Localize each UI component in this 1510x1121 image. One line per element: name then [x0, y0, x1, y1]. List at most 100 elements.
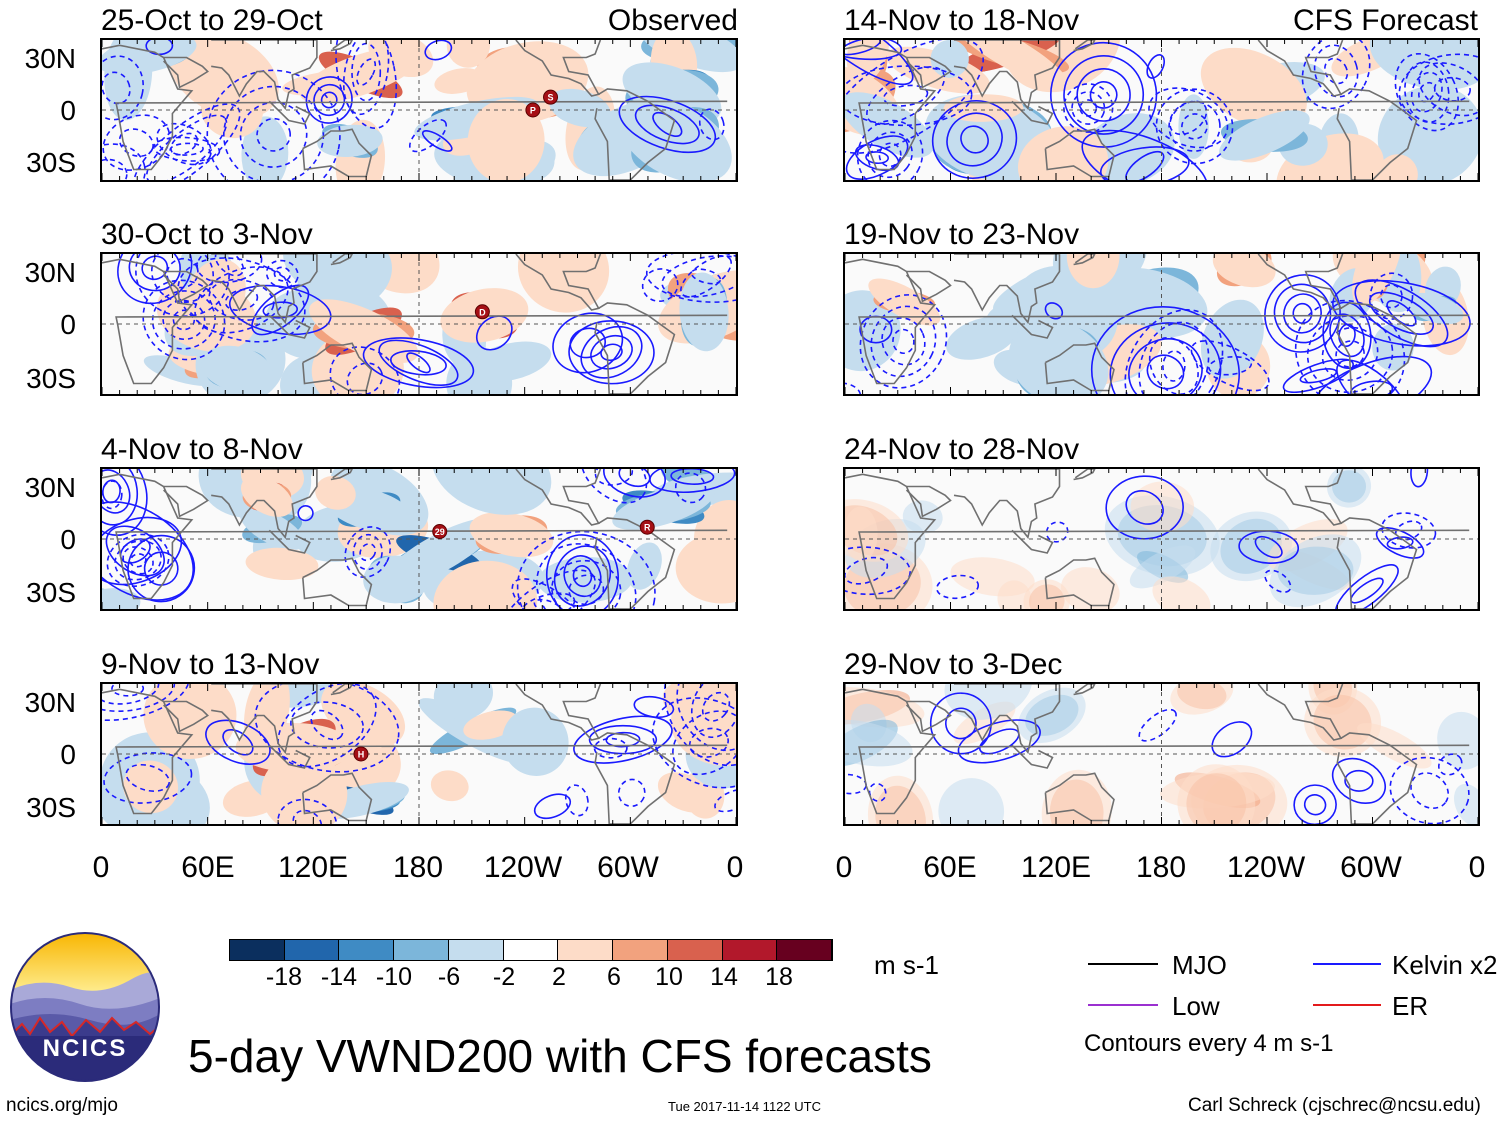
coastline: [1336, 302, 1418, 394]
kelvin-contour: [1169, 100, 1208, 136]
coastline: [1257, 40, 1344, 97]
kelvin-contour: [1282, 358, 1354, 394]
kelvin-contour: [1332, 279, 1471, 347]
kelvin-contour: [1211, 721, 1253, 758]
coastline: [953, 469, 1061, 540]
anomaly-shading: [169, 40, 279, 119]
main-title: 5-day VWND200 with CFS forecasts: [188, 1030, 932, 1082]
anomaly-shading: [1406, 292, 1464, 325]
colorbar-swatch: [613, 940, 668, 960]
anomaly-shading: [679, 272, 729, 352]
storm-marker-label: R: [644, 523, 651, 533]
kelvin-contour: [674, 472, 707, 504]
kelvin-contour: [1105, 475, 1184, 540]
kelvin-contour: [868, 782, 887, 802]
anomaly-shading: [1200, 47, 1307, 130]
coastline: [1073, 469, 1096, 481]
legend-label-mjo: MJO: [1172, 950, 1227, 980]
coastline: [330, 469, 353, 481]
kelvin-contour: [102, 469, 148, 537]
footer-url[interactable]: ncics.org/mjo: [6, 1095, 118, 1116]
kelvin-contour: [533, 793, 572, 820]
kelvin-contour: [125, 763, 171, 792]
anomaly-shading: [315, 476, 356, 510]
kelvin-contour: [1079, 99, 1098, 117]
kelvin-contour: [866, 66, 946, 126]
kelvin-contour: [568, 574, 605, 606]
storm-marker: [432, 524, 448, 540]
coastline: [1044, 342, 1115, 392]
kelvin-contour: [551, 559, 622, 609]
kelvin-contour: [132, 103, 241, 180]
coastline: [102, 44, 728, 171]
anomaly-shading: [245, 547, 319, 581]
coastline: [845, 688, 1470, 815]
lon-label: 60W: [1340, 851, 1402, 884]
kelvin-contour: [1335, 340, 1365, 368]
legend-label-low: Low: [1172, 991, 1220, 1021]
coastline: [1336, 732, 1418, 824]
kelvin-contour: [1303, 794, 1327, 816]
lat-label-30n: 30N: [24, 687, 76, 718]
kelvin-contour: [1410, 71, 1443, 113]
coastline: [302, 128, 373, 178]
kelvin-contour: [102, 55, 144, 121]
kelvin-contour: [277, 684, 377, 768]
kelvin-contour: [352, 533, 383, 571]
anomaly-shading: [657, 772, 712, 813]
legend-line-kelvin: [1313, 963, 1381, 965]
kelvin-contour: [603, 469, 666, 498]
colorbar-swatch: [230, 940, 285, 960]
anomaly-shading: [1170, 684, 1234, 715]
anomaly-shading: [433, 684, 494, 720]
anomaly-shading: [123, 760, 179, 814]
kelvin-contour: [102, 143, 146, 180]
coastline: [302, 342, 373, 392]
kelvin-contour: [960, 125, 989, 154]
anomaly-shading: [240, 476, 293, 517]
colorbar: [229, 939, 833, 961]
storm-marker-label: D: [479, 307, 486, 317]
kelvin-contour: [273, 266, 291, 282]
coastline: [1336, 517, 1418, 609]
map-plot: PS: [102, 40, 736, 180]
anomaly-shading: [317, 124, 383, 158]
kelvin-contour: [1138, 708, 1177, 742]
kelvin-contour: [563, 555, 602, 598]
kelvin-contour: [214, 254, 245, 277]
kelvin-contour: [143, 551, 179, 586]
kelvin-contour: [290, 701, 364, 749]
kelvin-contour: [356, 58, 377, 86]
kelvin-contour: [102, 516, 183, 586]
kelvin-contour: [408, 118, 448, 153]
kelvin-contour: [1063, 83, 1114, 133]
coastline: [905, 485, 952, 518]
kelvin-contour: [865, 151, 890, 165]
coastline: [953, 40, 1061, 111]
panel-title: 25-Oct to 29-Oct: [101, 4, 323, 37]
kelvin-contour: [564, 784, 589, 817]
anomaly-shading: [184, 258, 246, 331]
colorbar-label: -18: [265, 963, 303, 991]
lon-label: 180: [1135, 851, 1187, 884]
anomaly-shading: [930, 40, 969, 78]
kelvin-contour: [1148, 337, 1199, 394]
kelvin-contour: [1089, 81, 1118, 109]
kelvin-contour: [1264, 569, 1292, 593]
map-plot: [845, 254, 1478, 394]
kelvin-contour: [1433, 76, 1471, 102]
panel-title: 9-Nov to 13-Nov: [101, 648, 320, 681]
coastline: [102, 473, 728, 600]
kelvin-contour: [878, 142, 902, 168]
kelvin-contour: [102, 469, 131, 514]
kelvin-contour: [205, 719, 271, 765]
kelvin-contour: [1045, 521, 1069, 543]
kelvin-contour: [102, 684, 176, 713]
anomaly-shading: [1061, 567, 1120, 609]
kelvin-contour: [1369, 272, 1414, 320]
coastline: [594, 88, 676, 180]
anomaly-shading: [845, 92, 934, 158]
kelvin-contour: [870, 305, 937, 378]
anomaly-shading: [469, 341, 552, 383]
colorbar-label: -2: [492, 963, 516, 991]
